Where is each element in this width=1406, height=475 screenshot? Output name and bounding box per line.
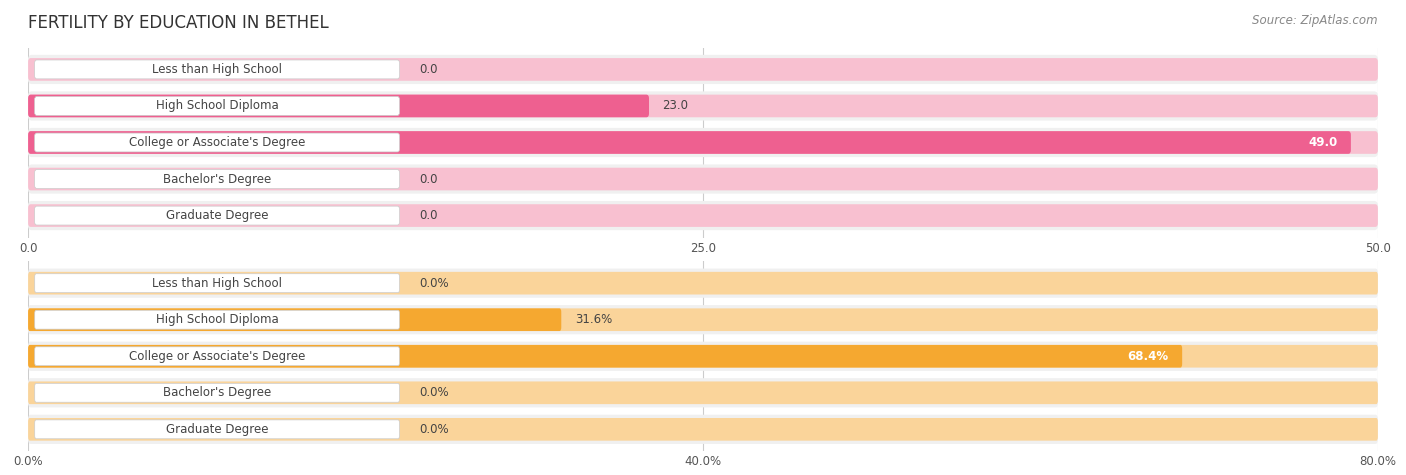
FancyBboxPatch shape xyxy=(28,204,1378,227)
FancyBboxPatch shape xyxy=(35,274,399,293)
Text: Less than High School: Less than High School xyxy=(152,276,283,290)
Text: Graduate Degree: Graduate Degree xyxy=(166,209,269,222)
FancyBboxPatch shape xyxy=(28,272,1378,294)
Text: Graduate Degree: Graduate Degree xyxy=(166,423,269,436)
FancyBboxPatch shape xyxy=(28,131,1351,154)
Text: 0.0: 0.0 xyxy=(419,63,439,76)
FancyBboxPatch shape xyxy=(28,381,1378,404)
Text: Bachelor's Degree: Bachelor's Degree xyxy=(163,172,271,186)
Text: 0.0: 0.0 xyxy=(419,172,439,186)
FancyBboxPatch shape xyxy=(28,418,1378,441)
Text: High School Diploma: High School Diploma xyxy=(156,99,278,113)
Text: 0.0: 0.0 xyxy=(419,209,439,222)
FancyBboxPatch shape xyxy=(28,345,1378,368)
Text: Less than High School: Less than High School xyxy=(152,63,283,76)
FancyBboxPatch shape xyxy=(28,342,1378,371)
FancyBboxPatch shape xyxy=(28,168,1378,190)
FancyBboxPatch shape xyxy=(28,305,1378,334)
Text: 49.0: 49.0 xyxy=(1308,136,1337,149)
FancyBboxPatch shape xyxy=(35,133,399,152)
FancyBboxPatch shape xyxy=(28,91,1378,121)
Text: FERTILITY BY EDUCATION IN BETHEL: FERTILITY BY EDUCATION IN BETHEL xyxy=(28,14,329,32)
Text: 0.0%: 0.0% xyxy=(419,276,449,290)
FancyBboxPatch shape xyxy=(28,308,561,331)
FancyBboxPatch shape xyxy=(28,201,1378,230)
FancyBboxPatch shape xyxy=(28,378,1378,408)
Text: Bachelor's Degree: Bachelor's Degree xyxy=(163,386,271,399)
FancyBboxPatch shape xyxy=(35,60,399,79)
FancyBboxPatch shape xyxy=(28,131,1378,154)
FancyBboxPatch shape xyxy=(35,96,399,115)
FancyBboxPatch shape xyxy=(28,308,1378,331)
FancyBboxPatch shape xyxy=(28,345,1182,368)
FancyBboxPatch shape xyxy=(28,95,650,117)
Text: College or Associate's Degree: College or Associate's Degree xyxy=(129,136,305,149)
FancyBboxPatch shape xyxy=(28,58,1378,81)
Text: High School Diploma: High School Diploma xyxy=(156,313,278,326)
Text: 0.0%: 0.0% xyxy=(419,423,449,436)
FancyBboxPatch shape xyxy=(35,170,399,189)
Text: 68.4%: 68.4% xyxy=(1128,350,1168,363)
Text: Source: ZipAtlas.com: Source: ZipAtlas.com xyxy=(1253,14,1378,27)
FancyBboxPatch shape xyxy=(28,55,1378,84)
Text: College or Associate's Degree: College or Associate's Degree xyxy=(129,350,305,363)
Text: 23.0: 23.0 xyxy=(662,99,689,113)
Text: 0.0%: 0.0% xyxy=(419,386,449,399)
Text: 31.6%: 31.6% xyxy=(575,313,612,326)
FancyBboxPatch shape xyxy=(35,383,399,402)
FancyBboxPatch shape xyxy=(28,95,1378,117)
FancyBboxPatch shape xyxy=(28,164,1378,194)
FancyBboxPatch shape xyxy=(35,310,399,329)
FancyBboxPatch shape xyxy=(28,415,1378,444)
FancyBboxPatch shape xyxy=(35,420,399,439)
FancyBboxPatch shape xyxy=(35,206,399,225)
FancyBboxPatch shape xyxy=(35,347,399,366)
FancyBboxPatch shape xyxy=(28,268,1378,298)
FancyBboxPatch shape xyxy=(28,128,1378,157)
